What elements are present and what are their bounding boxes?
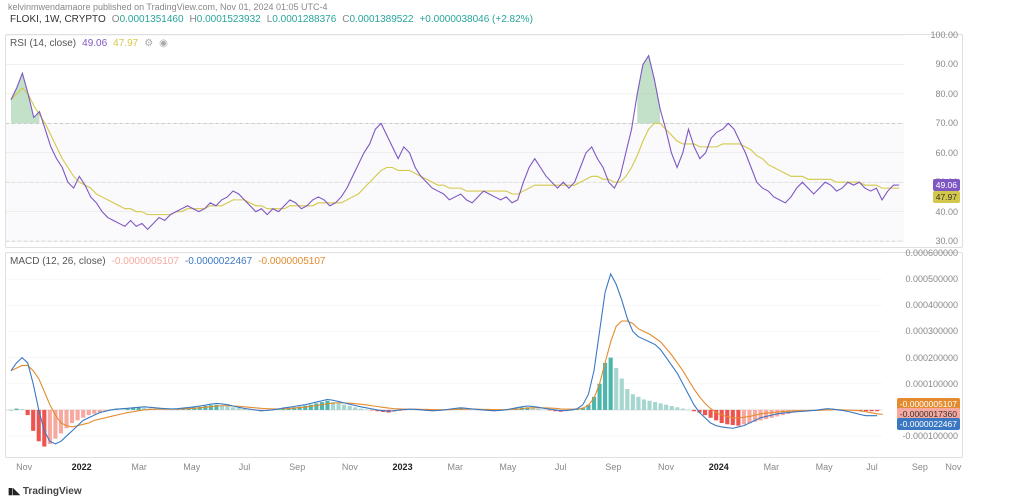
- x-axis-tick: Mar: [764, 462, 780, 472]
- macd-hist-value: -0.0000005107: [112, 256, 179, 267]
- x-axis-tick: May: [816, 462, 833, 472]
- macd-macd-tag: -0.0000022467: [897, 418, 960, 430]
- x-axis-tick: Nov: [16, 462, 32, 472]
- ohlc-close: 0.0001389522: [350, 14, 414, 25]
- x-axis-tick: 2024: [709, 462, 729, 472]
- macd-yaxis: 0.0000000000.0001000000.0002000000.00030…: [882, 253, 962, 457]
- x-axis-tick: Jul: [239, 462, 251, 472]
- x-axis-tick: Sep: [912, 462, 928, 472]
- macd-macd-value: -0.0000022467: [185, 256, 252, 267]
- attribution-text: kelvinmwendamaore published on TradingVi…: [8, 2, 328, 12]
- x-axis-tick: Jul: [866, 462, 878, 472]
- macd-ytick: 0.000600000: [905, 248, 958, 258]
- x-axis-tick: Jul: [555, 462, 567, 472]
- ohlc-low: 0.0001288376: [272, 14, 336, 25]
- macd-chart[interactable]: [6, 253, 962, 457]
- x-axis-tick: Nov: [342, 462, 358, 472]
- macd-ytick: 0.000400000: [905, 300, 958, 310]
- rsi-ytick: 100.00: [930, 30, 958, 40]
- macd-label: MACD (12, 26, close): [10, 256, 106, 267]
- rsi-chart[interactable]: [6, 35, 962, 247]
- x-axis-tick: 2022: [72, 462, 92, 472]
- x-axis-tick: Nov: [945, 462, 961, 472]
- macd-legend: MACD (12, 26, close) -0.0000005107 -0.00…: [10, 256, 325, 267]
- visibility-icon[interactable]: ◉: [159, 38, 168, 49]
- ohlc-open: 0.0001351460: [120, 14, 184, 25]
- x-axis-tick: Nov: [658, 462, 674, 472]
- rsi-yaxis: 30.0040.0050.0060.0070.0080.0090.00100.0…: [906, 35, 962, 247]
- rsi-signal-value: 47.97: [113, 38, 138, 49]
- macd-ytick: 0.000300000: [905, 326, 958, 336]
- rsi-legend: RSI (14, close) 49.06 47.97 ⚙ ◉: [10, 38, 168, 49]
- symbol-name: FLOKI, 1W, CRYPTO: [10, 14, 106, 25]
- rsi-pane: 30.0040.0050.0060.0070.0080.0090.00100.0…: [5, 34, 963, 248]
- tradingview-logo-icon: ▮◣: [8, 486, 20, 497]
- tradingview-watermark: ▮◣ TradingView: [8, 486, 82, 497]
- ohlc-change: +0.0000038046 (+2.82%): [419, 14, 532, 25]
- rsi-label: RSI (14, close): [10, 38, 76, 49]
- rsi-value: 49.06: [82, 38, 107, 49]
- ohlc-high: 0.0001523932: [197, 14, 261, 25]
- rsi-ytick: 40.00: [935, 207, 958, 217]
- rsi-signal-tag: 47.97: [933, 191, 960, 203]
- macd-ytick: -0.000100000: [902, 431, 958, 441]
- x-axis-tick: Mar: [131, 462, 147, 472]
- macd-ytick: 0.000500000: [905, 274, 958, 284]
- x-axis-tick: Sep: [289, 462, 305, 472]
- macd-signal-value: -0.0000005107: [258, 256, 325, 267]
- x-axis-tick: 2023: [393, 462, 413, 472]
- settings-icon[interactable]: ⚙: [144, 38, 153, 49]
- rsi-ytick: 30.00: [935, 236, 958, 246]
- rsi-ytick: 80.00: [935, 89, 958, 99]
- rsi-ytick: 60.00: [935, 148, 958, 158]
- x-axis-tick: May: [183, 462, 200, 472]
- macd-ytick: 0.000100000: [905, 379, 958, 389]
- rsi-ytick: 70.00: [935, 118, 958, 128]
- x-axis-tick: Mar: [448, 462, 464, 472]
- symbol-info-bar: FLOKI, 1W, CRYPTO O0.0001351460 H0.00015…: [10, 14, 533, 25]
- x-axis-tick: Sep: [605, 462, 621, 472]
- x-axis: Nov 2022 Mar May Jul Sep Nov 2023 Mar May Jul Sep No…: [5, 462, 963, 476]
- macd-pane: 0.0000000000.0001000000.0002000000.00030…: [5, 252, 963, 458]
- rsi-value-tag: 49.06: [933, 179, 960, 191]
- x-axis-tick: May: [499, 462, 516, 472]
- rsi-ytick: 90.00: [935, 59, 958, 69]
- macd-ytick: 0.000200000: [905, 353, 958, 363]
